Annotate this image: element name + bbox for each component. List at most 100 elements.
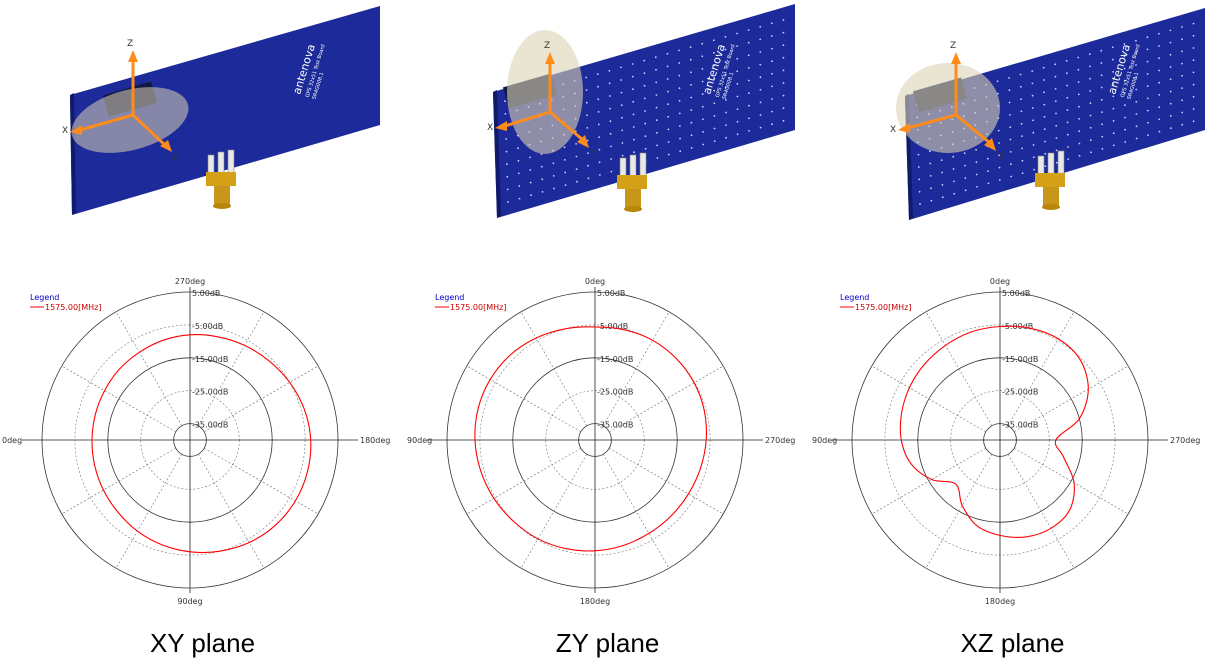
pcb-grid-dot <box>770 35 773 37</box>
spoke-line <box>197 311 265 426</box>
polar-grid <box>22 287 358 593</box>
pcb-grid-dot <box>644 110 646 112</box>
pcb-grid-dot <box>1020 122 1023 125</box>
angle-label-bottom: 180deg <box>580 597 610 606</box>
angle-label-left: 0deg <box>2 436 22 445</box>
axis-letter-z: Z <box>544 41 550 51</box>
spoke-line <box>871 447 986 515</box>
pcb-grid-dot <box>1124 128 1126 131</box>
pcb-grid-dot <box>1123 43 1126 45</box>
spoke-line <box>609 365 724 433</box>
pcb-grid-dot <box>1066 84 1068 87</box>
pcb-grid-dot <box>1158 45 1160 47</box>
polar-chart-xy: 5.00dB -5.00dB -15.00dB -25.00dB -35.00dB 270… <box>2 277 390 606</box>
pcb-grid-dot <box>643 84 646 87</box>
pcb-grid-dot <box>654 56 657 59</box>
pcb-grid-dot <box>975 161 978 164</box>
pcb-grid-dot <box>1169 90 1172 93</box>
pcb-grid-dot <box>690 147 693 149</box>
legend-title: Legend <box>840 293 869 302</box>
pcb-grid-dot <box>632 113 635 116</box>
pcb-grid-dot <box>597 123 600 126</box>
pcb-grid-dot <box>1020 110 1023 113</box>
pcb-grid-dot <box>643 97 646 100</box>
spoke-line <box>61 447 176 515</box>
radial-label: -15.00dB <box>1002 355 1038 364</box>
pcb-grid-dot <box>608 82 611 85</box>
pcb-grid-dot <box>587 152 589 155</box>
pcb-grid-dot <box>1054 100 1057 103</box>
pcb-grid-dot <box>667 103 669 106</box>
pcb-grid-dot <box>678 87 681 90</box>
axis-letter-z: Z <box>127 39 133 49</box>
pcb-grid-dot <box>504 100 506 103</box>
pcb-grid-dot <box>541 191 544 193</box>
pcb-grid-dot <box>1100 74 1103 77</box>
pcb-grid-dot <box>1044 165 1047 168</box>
pcb-grid-dot <box>1100 49 1103 52</box>
pcb-grid-dot <box>1032 119 1034 122</box>
pcb-grid-dot <box>1031 82 1034 85</box>
radial-label: -5.00dB <box>597 322 628 331</box>
pcb-grid-dot <box>1124 141 1127 143</box>
pcb-grid-dot <box>1010 163 1012 166</box>
pcb-grid-dot <box>770 22 773 25</box>
pcb-grid-dot <box>620 91 623 94</box>
pcb-grid-dot <box>667 115 670 118</box>
pcb-grid-dot <box>1031 70 1034 72</box>
pcb-grid-dot <box>1123 79 1126 82</box>
pcb-grid-dot <box>587 164 589 167</box>
spoke-line <box>204 447 319 515</box>
pcb-grid-dot <box>1066 133 1069 136</box>
pcb-grid-dot <box>530 194 532 197</box>
pcb-grid-dot <box>690 84 692 86</box>
angle-label-top: 0deg <box>990 277 1010 286</box>
coordinate-axes: Z X Y <box>62 39 178 163</box>
pcb-grid-dot <box>1055 161 1058 164</box>
panel-xy: antenova GPS 32x51 Test Board SR4G008.1 … <box>0 0 405 666</box>
pcb-grid-dot <box>608 69 611 72</box>
pcb-grid-dot <box>964 177 967 179</box>
pcb-board <box>905 8 1205 220</box>
pcb-grid-dot <box>1135 39 1137 42</box>
pcb-grid-dot <box>987 170 989 173</box>
pcb-grid-dot <box>976 186 978 188</box>
pcb-grid-dot <box>609 120 612 123</box>
pcb-grid-dot <box>1100 62 1103 64</box>
pcb-grid-dot <box>724 61 727 63</box>
pcb-grid-dot <box>1009 151 1012 153</box>
pcb-grid-dot <box>1192 34 1195 37</box>
pattern-trace <box>91 334 312 554</box>
pcb-grid-dot <box>667 153 670 156</box>
pcb-grid-dot <box>998 142 1000 144</box>
pcb-grid-dot <box>1146 73 1149 75</box>
pcb-grid-dot <box>1192 120 1195 123</box>
spoke-line <box>204 365 319 433</box>
pcb-grid-dot <box>782 56 785 59</box>
connector <box>617 152 647 212</box>
pcb-grid-dot <box>748 130 750 132</box>
pcb-grid-dot <box>782 44 785 47</box>
pcb-grid-dot <box>736 57 739 60</box>
pcb-grid-dot <box>997 129 1000 132</box>
pcb-grid-dot <box>655 68 657 71</box>
coordinate-axes: Z X Y <box>890 41 1004 162</box>
pcb-grid-dot <box>736 70 739 73</box>
radial-label: 5.00dB <box>192 289 220 298</box>
pcb-grid-dot <box>575 143 577 145</box>
pcb-grid-dot <box>505 138 508 140</box>
angle-label-right: 270deg <box>765 436 795 445</box>
pcb-grid-dot <box>1043 116 1046 118</box>
pcb-grid-dot <box>656 131 658 134</box>
panel-xz: antenova GPS 32x51 Test Board SR4G008.1 … <box>810 0 1215 666</box>
pcb-grid-dot <box>1078 130 1081 133</box>
pcb-grid-dot <box>759 126 762 129</box>
pcb-grid-dot <box>1101 135 1104 138</box>
pcb-grid-dot <box>1192 71 1195 74</box>
pcb-grid-dot <box>1031 94 1034 97</box>
pcb-grid-dot <box>1009 114 1011 116</box>
coordinate-axes: Z X Y <box>487 41 597 159</box>
pcb-grid-dot <box>1135 51 1137 54</box>
caption-xz: XZ plane <box>960 628 1065 658</box>
pcb-grid-dot <box>1135 76 1137 79</box>
